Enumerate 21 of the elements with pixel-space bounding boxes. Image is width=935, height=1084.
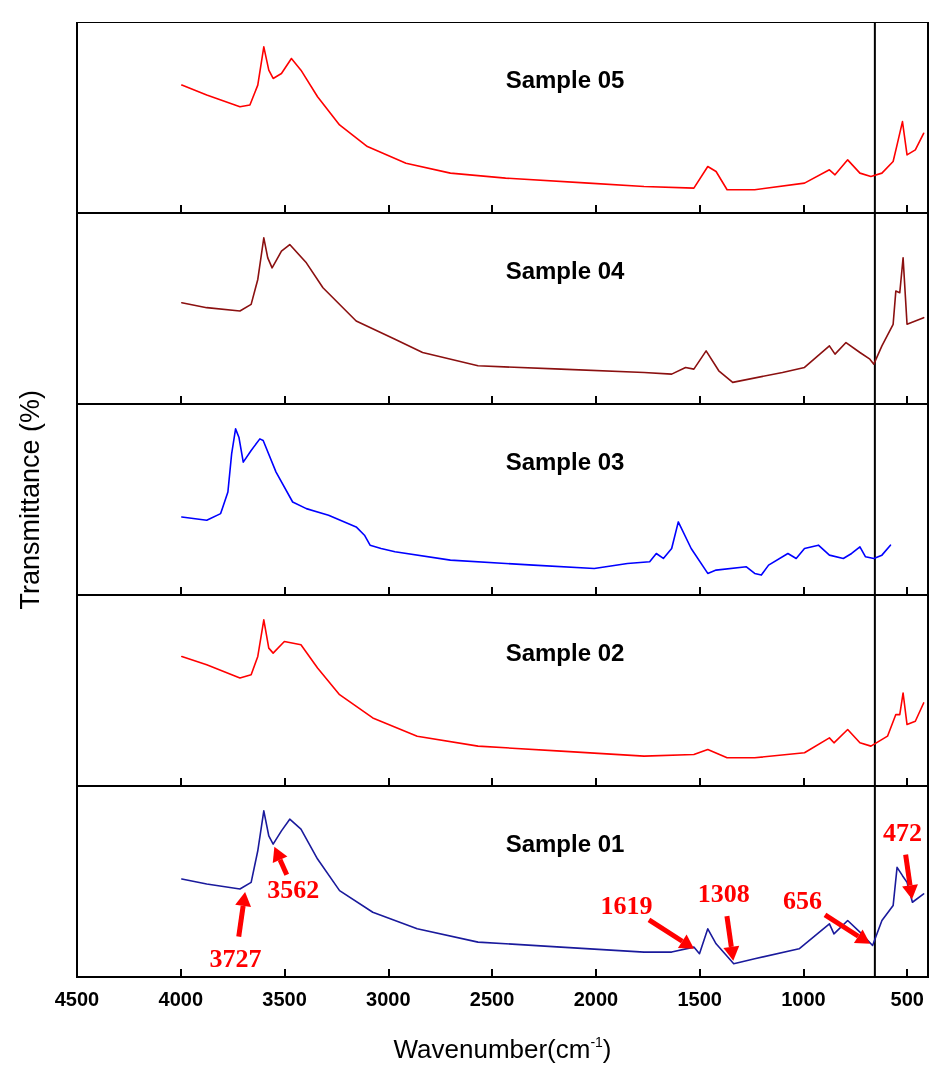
annotation: 656 [783, 885, 823, 915]
text: Sample 01 [505, 829, 625, 857]
annotation: 1308 [697, 879, 750, 909]
x-tick-label: 2500 [469, 988, 515, 1010]
annotation: 472 [882, 817, 922, 847]
text: Sample 05 [505, 65, 625, 93]
annotation: 3727 [209, 944, 262, 974]
annotation: 1619 [600, 890, 653, 920]
x-tick-label: 1000 [781, 988, 826, 1010]
y-axis-title: Transmittance (%) [14, 389, 46, 610]
x-tick-label: 3000 [366, 988, 411, 1010]
x-tick-label: 1500 [677, 988, 722, 1010]
text: Sample 04 [505, 256, 626, 284]
text: Sample 02 [505, 638, 625, 666]
text: Sample 03 [505, 447, 625, 475]
x-tick-label: 4500 [54, 988, 100, 1010]
x-tick-label: 4000 [158, 988, 204, 1010]
annotation: 3562 [267, 874, 320, 904]
x-tick-label: 500 [890, 988, 924, 1010]
x-tick-label: 2000 [573, 988, 619, 1010]
x-tick-label: 3500 [262, 988, 307, 1010]
